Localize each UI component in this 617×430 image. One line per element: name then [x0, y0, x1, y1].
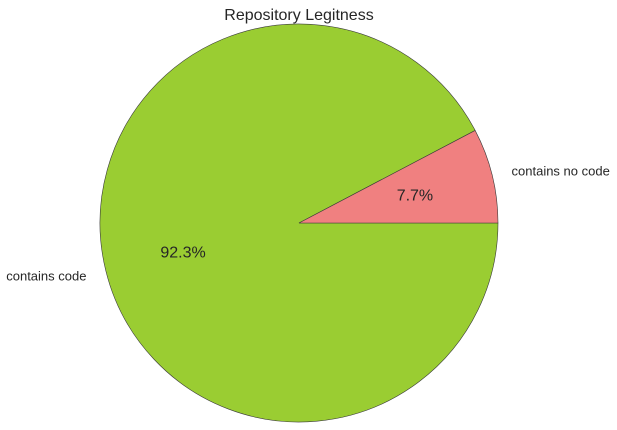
slice-percentage-label: 92.3% [160, 245, 205, 262]
slice-label: contains no code [512, 164, 610, 179]
slice-percentage-label: 7.7% [397, 187, 433, 204]
chart-title: Repository Legitness [224, 7, 373, 24]
pie-labels: contains code 92.3% contains no code 7.7% [6, 164, 610, 284]
slice-label: contains code [6, 268, 86, 283]
pie-slices [99, 23, 499, 423]
pie-slice-contains-no-code [298, 130, 499, 224]
